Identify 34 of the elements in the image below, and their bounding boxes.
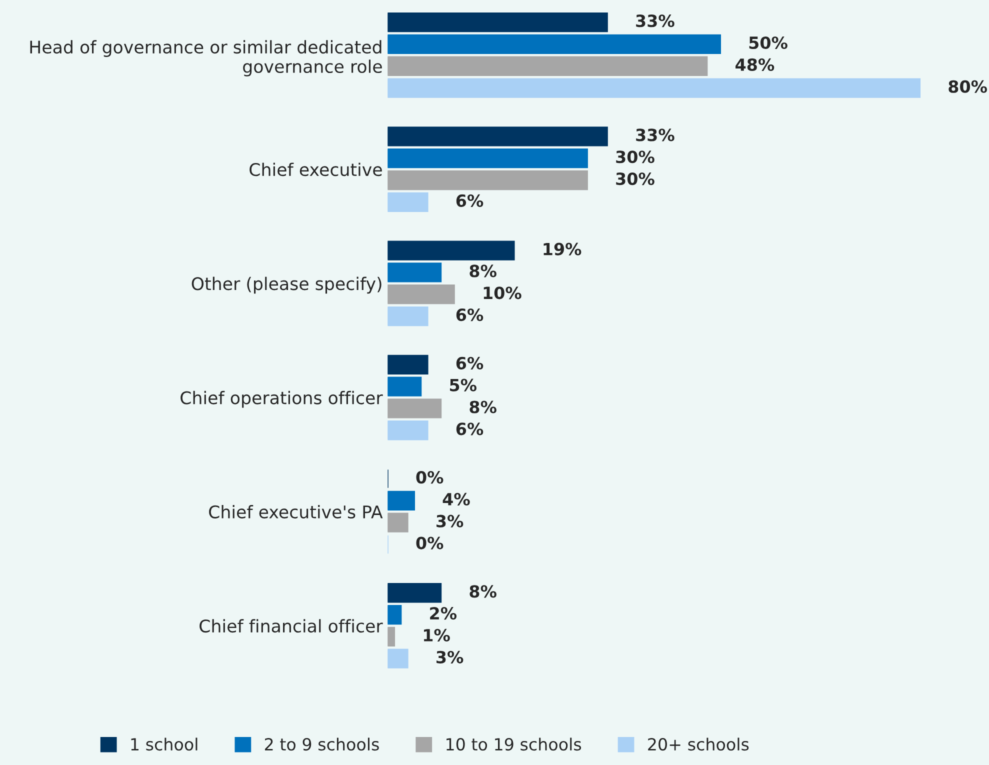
data-label: 0% (416, 470, 444, 484)
legend-label: 2 to 9 schools (264, 738, 379, 751)
data-label: 4% (442, 492, 470, 506)
data-label: 3% (436, 650, 464, 664)
data-label: 8% (470, 585, 496, 598)
data-label: 80% (948, 80, 988, 93)
data-label: 5% (450, 378, 476, 392)
y-tick-label: Chief executive's PA (209, 505, 383, 518)
data-label: 6% (456, 356, 484, 370)
y-tick-label: Chief financial officer (200, 619, 383, 633)
data-label: 50% (749, 36, 788, 50)
data-label: 8% (470, 400, 496, 414)
data-label: 48% (736, 58, 774, 71)
data-label: 33% (636, 14, 674, 28)
data-label: 19% (544, 242, 582, 256)
y-tick-label: Chief operations officer (180, 390, 383, 408)
data-label: 30% (616, 172, 654, 186)
y-tick-label: Chief executive (250, 162, 382, 176)
data-label: 33% (636, 128, 674, 142)
legend-label: 1 school (131, 738, 198, 751)
data-label: 6% (456, 422, 484, 436)
legend-label: 10 to 19 schools (446, 738, 582, 751)
data-label: 8% (470, 264, 496, 278)
data-label: 6% (456, 308, 484, 322)
y-tick-label: Other (please specify) (192, 276, 382, 294)
data-label: 10% (484, 286, 522, 300)
y-tick-label: Head of governance or similar dedicated governance role (30, 40, 382, 76)
data-label: 6% (456, 194, 484, 207)
data-label: 2% (430, 607, 457, 620)
data-label: 30% (616, 150, 654, 164)
data-label: 0% (416, 536, 444, 550)
legend-label: 20+ schools (648, 738, 749, 751)
data-label: 3% (436, 514, 464, 528)
data-label: 1% (424, 628, 450, 642)
